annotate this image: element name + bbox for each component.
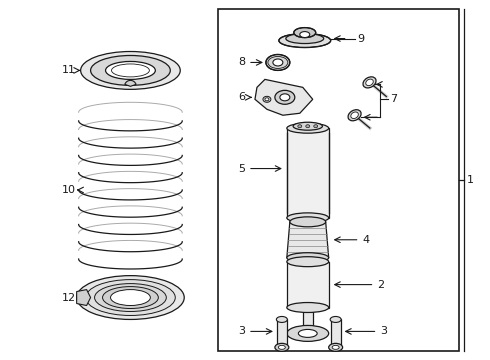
Ellipse shape [278,345,285,349]
Ellipse shape [91,55,171,85]
Polygon shape [255,80,313,115]
Ellipse shape [351,112,358,118]
Ellipse shape [276,316,287,323]
Bar [218,9,459,351]
Ellipse shape [287,123,329,133]
Ellipse shape [105,62,155,80]
Text: 5: 5 [238,163,245,174]
Ellipse shape [266,54,290,71]
Ellipse shape [348,110,361,121]
Ellipse shape [286,33,324,44]
Text: 3: 3 [238,327,245,336]
Text: 10: 10 [62,185,75,195]
Bar [331,319,341,347]
Text: 12: 12 [62,293,75,302]
Ellipse shape [293,122,322,130]
Text: 8: 8 [238,58,245,67]
Ellipse shape [329,343,343,351]
Ellipse shape [366,79,373,86]
Ellipse shape [294,28,316,37]
Ellipse shape [298,125,302,128]
Bar [287,128,329,218]
Ellipse shape [290,217,326,227]
Ellipse shape [287,253,329,263]
Ellipse shape [300,32,310,37]
Ellipse shape [287,302,329,312]
Ellipse shape [330,316,341,323]
Ellipse shape [273,59,283,66]
Ellipse shape [314,125,318,128]
Ellipse shape [332,345,339,349]
Wedge shape [125,80,136,86]
Text: 3: 3 [380,327,388,336]
Text: 9: 9 [358,33,365,44]
Ellipse shape [86,280,175,315]
Text: 4: 4 [363,235,369,245]
Bar [303,311,313,333]
Text: 11: 11 [62,66,75,76]
Ellipse shape [81,51,180,89]
Ellipse shape [265,98,269,101]
Ellipse shape [95,284,166,311]
Polygon shape [287,222,329,258]
Text: 1: 1 [467,175,474,185]
Bar [287,262,329,307]
Ellipse shape [306,125,310,128]
Ellipse shape [275,90,295,104]
Ellipse shape [280,94,290,101]
Polygon shape [76,289,91,306]
Ellipse shape [287,213,329,223]
Ellipse shape [263,96,271,102]
Ellipse shape [279,33,331,48]
Text: 2: 2 [377,280,385,289]
Ellipse shape [275,343,289,351]
Ellipse shape [287,257,329,267]
Ellipse shape [111,289,150,306]
Ellipse shape [298,329,317,337]
Ellipse shape [76,276,184,319]
Ellipse shape [363,77,376,88]
Ellipse shape [102,287,158,309]
Text: 6: 6 [238,92,245,102]
Bar [277,319,287,347]
Ellipse shape [287,325,329,341]
Text: 7: 7 [390,94,397,104]
